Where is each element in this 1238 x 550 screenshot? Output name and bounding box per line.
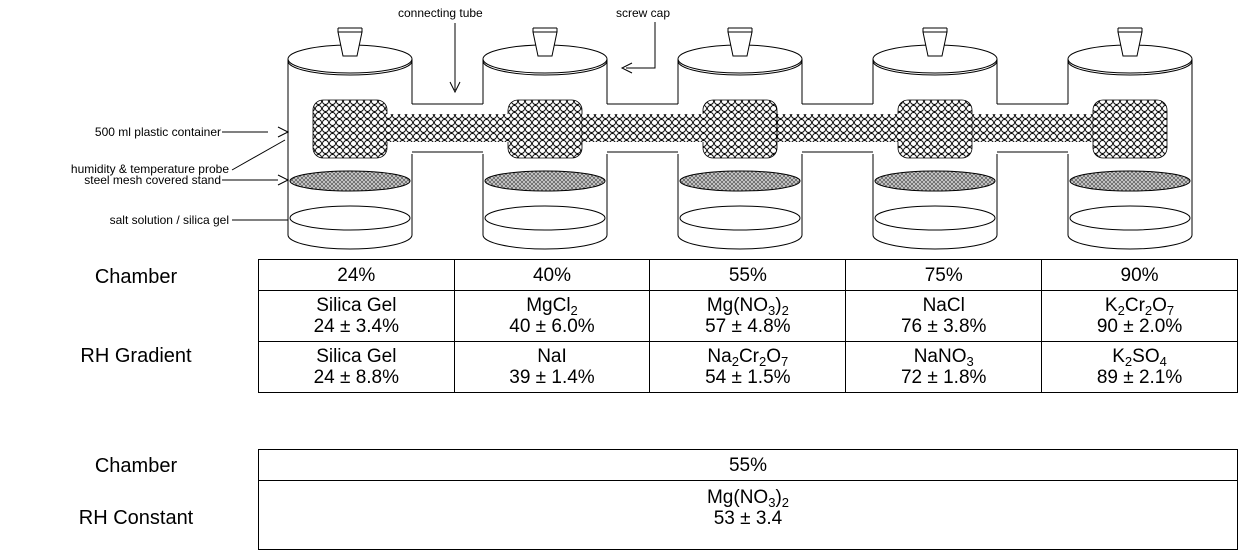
salt-cell: NaNO3 72 ± 1.8% bbox=[845, 341, 1043, 393]
chamber-container bbox=[1067, 27, 1193, 250]
solution-label: salt solution / silica gel bbox=[110, 213, 229, 227]
salt-solution bbox=[679, 205, 801, 231]
humidity-probe bbox=[312, 99, 388, 159]
container-label: 500 ml plastic container bbox=[95, 125, 221, 139]
salt-cell: Silica Gel 24 ± 3.4% bbox=[258, 290, 455, 342]
mesh-stand bbox=[484, 170, 606, 192]
salt-cell: Mg(NO3)2 57 ± 4.8% bbox=[649, 290, 847, 342]
chamber-container bbox=[287, 27, 413, 250]
salt-solution bbox=[874, 205, 996, 231]
screw-cap bbox=[532, 31, 558, 57]
cap-pointer-line bbox=[626, 22, 656, 69]
constant-salt-cell: Mg(NO3)2 53 ± 3.4 bbox=[258, 480, 1238, 550]
salt-cell: MgCl2 40 ± 6.0% bbox=[453, 290, 651, 342]
connecting-tube bbox=[581, 88, 704, 153]
salt-solution bbox=[289, 205, 411, 231]
rh-constant-table: 55% Mg(NO3)2 53 ± 3.4 bbox=[258, 449, 1238, 550]
gradient-row-2: Silica Gel 24 ± 8.8% NaI 39 ± 1.4% Na2Cr2O… bbox=[258, 341, 1238, 393]
constant-chamber-label: Chamber bbox=[94, 455, 178, 477]
chamber-header: 40% bbox=[453, 259, 651, 291]
gradient-chamber-label: Chamber bbox=[94, 266, 178, 288]
connecting-tube bbox=[776, 88, 899, 153]
chamber-header: 55% bbox=[649, 259, 847, 291]
humidity-probe bbox=[507, 99, 583, 159]
chamber-container bbox=[482, 27, 608, 250]
connecting-tube bbox=[971, 88, 1094, 153]
chamber-header: 90% bbox=[1041, 259, 1238, 291]
humidity-chamber-diagram: humidity & temperature probe 500 ml plas… bbox=[71, 6, 1193, 250]
probe-pointer-line bbox=[231, 139, 286, 171]
chamber-header: 75% bbox=[845, 259, 1043, 291]
screw-cap bbox=[922, 31, 948, 57]
chamber-container bbox=[677, 27, 803, 250]
gradient-row-1: Silica Gel 24 ± 3.4% MgCl2 40 ± 6.0% Mg(NO… bbox=[258, 290, 1238, 342]
mesh-stand bbox=[1069, 170, 1191, 192]
humidity-probe bbox=[1092, 99, 1168, 159]
humidity-probe bbox=[897, 99, 973, 159]
cap-label: screw cap bbox=[616, 6, 670, 20]
humidity-probe bbox=[702, 99, 778, 159]
rh-gradient-label: RH Gradient bbox=[80, 345, 192, 367]
rh-gradient-table: 24% 40% 55% 75% 90% Silica Gel 24 ± 3.4% … bbox=[258, 259, 1238, 393]
mesh-stand bbox=[679, 170, 801, 192]
mesh-stand bbox=[289, 170, 411, 192]
salt-cell: K2Cr2O7 90 ± 2.0% bbox=[1041, 290, 1238, 342]
connecting-tube bbox=[386, 88, 509, 153]
screw-cap bbox=[337, 31, 363, 57]
salt-cell: Silica Gel 24 ± 8.8% bbox=[258, 341, 455, 393]
salt-solution bbox=[1069, 205, 1191, 231]
salt-solution bbox=[484, 205, 606, 231]
salt-cell: NaCl 76 ± 3.8% bbox=[845, 290, 1043, 342]
constant-chamber-header: 55% bbox=[258, 449, 1238, 481]
rh-constant-label: RH Constant bbox=[78, 507, 194, 529]
mesh-stand bbox=[874, 170, 996, 192]
salt-cell: NaI 39 ± 1.4% bbox=[453, 341, 651, 393]
salt-cell: K2SO4 89 ± 2.1% bbox=[1041, 341, 1238, 393]
screw-cap bbox=[1117, 31, 1143, 57]
screw-cap bbox=[727, 31, 753, 57]
chamber-container bbox=[872, 27, 998, 250]
stand-label: steel mesh covered stand bbox=[84, 173, 221, 187]
tube-label: connecting tube bbox=[398, 6, 483, 20]
chamber-header-row: 24% 40% 55% 75% 90% bbox=[258, 259, 1238, 291]
chamber-header: 24% bbox=[258, 259, 455, 291]
salt-cell: Na2Cr2O7 54 ± 1.5% bbox=[649, 341, 847, 393]
probe-label: humidity & temperature probe bbox=[71, 162, 229, 176]
